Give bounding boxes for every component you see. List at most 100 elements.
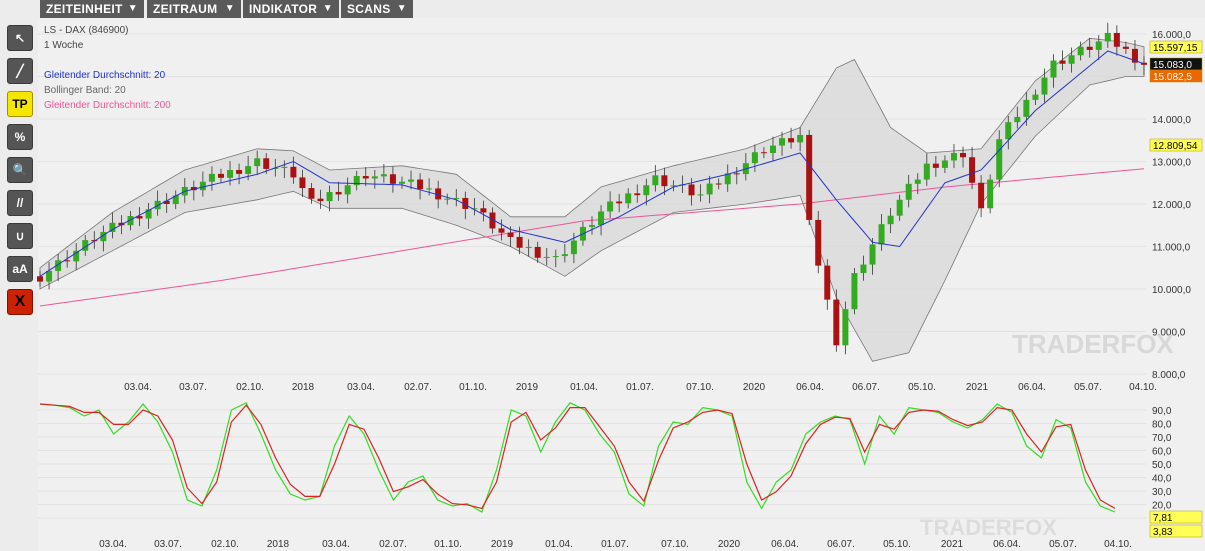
osc-x-tick-label: 03.04. — [99, 539, 127, 550]
osc-x-tick-label: 06.04. — [771, 539, 799, 550]
candle-body — [109, 222, 116, 232]
ma20-line — [39, 50, 1145, 277]
candle-body — [525, 246, 532, 248]
menu-label: ZEITEINHEIT — [46, 2, 123, 16]
candle-body — [670, 185, 677, 187]
bollinger-band — [39, 37, 1145, 362]
x-tick-label: 06.04. — [796, 382, 824, 393]
candle-body — [589, 225, 595, 227]
osc-x-tick-label: 01.04. — [545, 539, 573, 550]
candle-body — [281, 166, 288, 168]
candle-body — [1005, 122, 1012, 140]
candle-body — [561, 254, 568, 257]
candle-body — [851, 273, 858, 310]
legend-ma200: Gleitender Durchschnitt: 200 — [44, 100, 171, 111]
arc-tool-icon[interactable]: ∪ — [7, 223, 33, 249]
candle-body — [905, 183, 912, 200]
candle-body — [878, 224, 885, 245]
candle-body — [408, 179, 415, 182]
y-tick-label: 10.000,0 — [1152, 285, 1191, 296]
candle-body — [263, 158, 270, 169]
parallel-lines-tool-icon[interactable]: // — [7, 190, 33, 216]
candle-body — [172, 195, 179, 204]
candle-body — [127, 216, 134, 226]
candle-body — [335, 191, 342, 195]
x-tick-label: 2018 — [292, 382, 315, 393]
text-tool-icon[interactable]: aA — [7, 256, 33, 282]
candle-body — [326, 191, 333, 202]
candle-body — [254, 158, 261, 167]
candle-body — [471, 208, 478, 210]
osc-x-tick-label: 06.07. — [827, 539, 855, 550]
candle-body — [308, 188, 315, 199]
cursor-crosshair-tool-icon[interactable]: ↖ — [7, 25, 33, 51]
delete-drawings-icon[interactable]: X — [7, 289, 33, 315]
osc-y-tick-label: 80,0 — [1152, 420, 1172, 431]
osc-x-tick-label: 2018 — [267, 539, 290, 550]
osc-x-tick-label: 07.10. — [661, 539, 689, 550]
candle-body — [462, 197, 469, 209]
candle-body — [371, 176, 378, 179]
candle-body — [923, 163, 930, 180]
candle-body — [217, 173, 224, 178]
candle-body — [797, 134, 804, 143]
candle-body — [1086, 46, 1093, 50]
tp-tool-button[interactable]: TP — [7, 91, 33, 117]
badge-bb-lower: 15.082,5 — [1153, 72, 1192, 83]
x-tick-label: 02.10. — [236, 382, 264, 393]
candle-body — [824, 265, 831, 300]
chevron-down-icon: ▼ — [127, 3, 138, 14]
candle-body — [634, 193, 641, 196]
candle-body — [64, 260, 71, 262]
menu-label: ZEITRAUM — [153, 2, 218, 16]
zoom-tool-icon[interactable]: 🔍 — [7, 157, 33, 183]
candle-body — [969, 157, 976, 183]
y-tick-label: 8.000,0 — [1152, 370, 1186, 381]
percent-tool-icon[interactable]: % — [7, 124, 33, 150]
candle-body — [136, 216, 143, 219]
candle-body — [453, 197, 460, 199]
y-tick-label: 12.000,0 — [1152, 200, 1191, 211]
menu-scans[interactable]: SCANS ▼ — [341, 0, 413, 18]
candle-body — [978, 182, 985, 209]
y-tick-label: 11.000,0 — [1152, 243, 1191, 254]
candle-body — [245, 166, 252, 174]
candle-body — [534, 246, 541, 258]
candle-body — [760, 152, 767, 154]
chevron-down-icon: ▼ — [322, 3, 333, 14]
candle-body — [1068, 55, 1075, 64]
candle-body — [598, 211, 605, 226]
menu-zeiteinheit[interactable]: ZEITEINHEIT ▼ — [40, 0, 144, 18]
candle-body — [688, 184, 695, 196]
candle-body — [317, 198, 324, 202]
osc-x-tick-label: 03.07. — [154, 539, 182, 550]
y-tick-label: 16.000,0 — [1152, 30, 1191, 41]
candle-body — [489, 212, 496, 229]
candle-body — [815, 219, 822, 266]
menu-indikator[interactable]: INDIKATOR ▼ — [243, 0, 339, 18]
x-tick-label: 06.07. — [852, 382, 880, 393]
candle-body — [769, 145, 776, 153]
trendline-tool-icon[interactable]: ╱ — [7, 58, 33, 84]
legend-ma20: Gleitender Durchschnitt: 20 — [44, 70, 166, 81]
x-tick-label: 03.04. — [347, 382, 375, 393]
candle-body — [607, 201, 614, 212]
candle-body — [706, 183, 713, 195]
candle-body — [788, 138, 795, 143]
osc-y-tick-label: 40,0 — [1152, 474, 1172, 485]
candle-body — [896, 199, 903, 216]
candle-body — [1095, 41, 1102, 50]
x-tick-label: 2021 — [966, 382, 989, 393]
candle-body — [1032, 94, 1039, 100]
candle-body — [507, 232, 514, 237]
osc-y-tick-label: 90,0 — [1152, 406, 1172, 417]
candle-body — [498, 228, 505, 233]
candle-body — [1131, 48, 1138, 63]
candle-body — [480, 208, 487, 213]
y-tick-label: 9.000,0 — [1152, 328, 1186, 339]
stoch-k-line — [39, 401, 1116, 513]
menu-zeitraum[interactable]: ZEITRAUM ▼ — [147, 0, 241, 18]
candle-body — [960, 153, 967, 158]
osc-y-tick-label: 50,0 — [1152, 460, 1172, 471]
